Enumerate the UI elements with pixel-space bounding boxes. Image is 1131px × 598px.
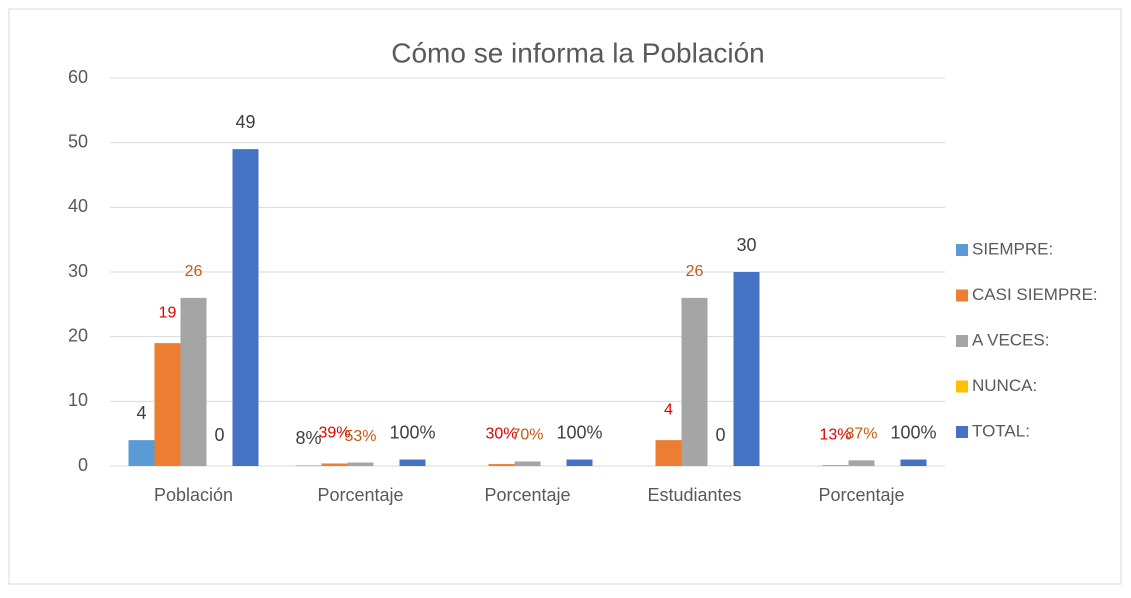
y-tick-label: 0 <box>78 455 88 475</box>
data-label: 39% <box>318 425 350 442</box>
x-tick-label: Porcentaje <box>818 485 904 505</box>
y-tick-label: 20 <box>68 325 88 345</box>
bar <box>488 464 515 466</box>
data-label: 49 <box>235 112 255 132</box>
legend-swatch <box>956 289 968 302</box>
data-label: 4 <box>664 401 673 418</box>
data-label: 100% <box>890 422 936 442</box>
data-label: 87% <box>845 426 877 443</box>
data-label: 26 <box>185 263 203 280</box>
bar <box>232 149 259 466</box>
data-label: 100% <box>389 422 435 442</box>
x-tick-label: Porcentaje <box>317 485 403 505</box>
legend-label: NUNCA: <box>972 376 1037 395</box>
data-label: 30% <box>485 425 517 442</box>
legend-label: A VECES: <box>972 330 1049 349</box>
bar <box>681 297 708 466</box>
legend-label: SIEMPRE: <box>972 239 1053 258</box>
data-label: 19 <box>159 304 177 321</box>
data-label: 0 <box>715 425 725 445</box>
bar <box>566 459 593 466</box>
x-tick-label: Porcentaje <box>484 485 570 505</box>
data-label: 0 <box>214 425 224 445</box>
bar <box>154 343 181 466</box>
bar <box>514 461 541 466</box>
data-label: 100% <box>556 422 602 442</box>
bar <box>347 462 374 466</box>
data-label: 4 <box>136 403 146 423</box>
bar <box>321 463 348 466</box>
y-tick-label: 50 <box>68 131 88 151</box>
bar <box>128 440 155 466</box>
legend-swatch <box>956 335 968 347</box>
bar <box>900 459 927 466</box>
bar <box>733 272 760 466</box>
legend-label: TOTAL: <box>972 421 1030 440</box>
y-tick-label: 10 <box>68 390 88 410</box>
data-label: 26 <box>686 263 704 280</box>
y-tick-label: 30 <box>68 261 88 281</box>
bar <box>180 297 207 466</box>
bar <box>848 460 875 466</box>
data-label: 13% <box>819 426 851 443</box>
x-tick-label: Estudiantes <box>647 485 741 505</box>
bar <box>822 465 849 466</box>
legend-swatch <box>956 244 968 256</box>
bar <box>295 465 322 466</box>
chart-title: Cómo se informa la Población <box>391 37 765 68</box>
data-label: 53% <box>344 428 376 445</box>
y-tick-label: 40 <box>68 196 88 216</box>
x-tick-label: Población <box>154 485 233 505</box>
legend-label: CASI SIEMPRE: <box>972 285 1098 304</box>
data-label: 8% <box>295 428 321 448</box>
legend-swatch <box>956 426 968 438</box>
bar <box>399 459 426 466</box>
y-tick-label: 60 <box>68 67 88 87</box>
chart-border <box>8 8 1122 585</box>
data-label: 70% <box>511 427 543 444</box>
data-label: 30 <box>736 235 756 255</box>
bar <box>655 440 682 466</box>
legend-swatch <box>956 380 968 393</box>
